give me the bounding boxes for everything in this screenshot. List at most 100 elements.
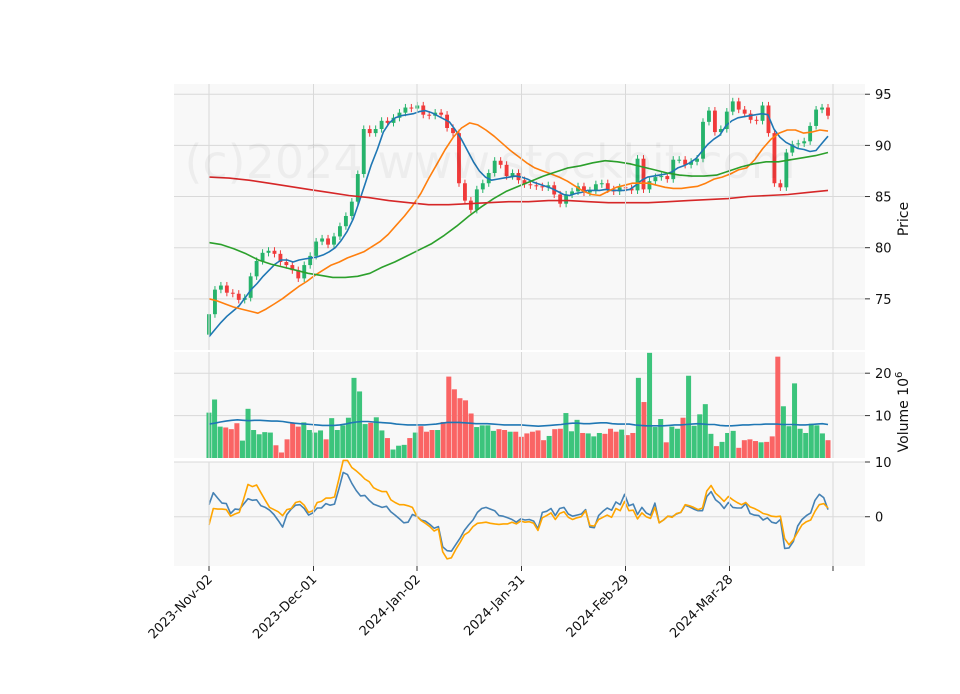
volume-bar — [574, 419, 580, 458]
candle-body — [385, 120, 390, 123]
oscillator-y-tick-label: 0 — [875, 511, 883, 526]
x-tick-label: 2024-Mar-28 — [667, 572, 736, 641]
candle-body — [724, 111, 729, 130]
volume-bar — [468, 413, 474, 458]
volume-bar — [663, 442, 669, 458]
candle-body — [820, 107, 824, 110]
volume-y-tick-label: 20 — [875, 367, 892, 382]
volume-bar — [641, 402, 647, 458]
candle-body — [367, 129, 372, 134]
candle-body — [790, 144, 795, 153]
volume-bar — [474, 427, 480, 458]
price-y-tick-label: 85 — [875, 191, 892, 206]
volume-axis-exponent: 6 — [894, 372, 905, 378]
volume-bar — [262, 432, 268, 458]
volume-bar — [485, 425, 491, 458]
volume-bar — [228, 429, 234, 458]
candle-body — [564, 194, 569, 204]
candle-body — [332, 236, 336, 245]
volume-bar — [446, 376, 452, 458]
candle-body — [296, 270, 301, 279]
volume-y-tick-label: 10 — [875, 410, 892, 425]
volume-bar — [329, 418, 335, 458]
volume-bar — [290, 422, 296, 458]
candle-body — [284, 262, 289, 266]
volume-bar — [697, 414, 703, 458]
volume-bar — [624, 435, 630, 458]
volume-panel: 10 20 — [174, 352, 892, 458]
volume-bar — [362, 424, 368, 458]
candle-body — [349, 201, 354, 216]
price-plot-area — [174, 84, 865, 350]
x-tick-label: 2024-Feb-29 — [564, 572, 633, 641]
candle-body — [593, 184, 598, 191]
x-tick-label: 2024-Jan-31 — [461, 572, 528, 639]
volume-bar — [390, 449, 396, 458]
watermark-text: (c)2024 www.stockbit.com — [184, 135, 795, 189]
candle-body — [653, 177, 658, 182]
candle-body — [492, 160, 497, 174]
candle-body — [677, 159, 682, 161]
volume-bar — [412, 432, 418, 458]
candle-body — [510, 173, 515, 177]
candle-body — [457, 133, 461, 184]
candle-body — [629, 188, 634, 191]
candle-body — [647, 181, 652, 190]
candle-body — [540, 186, 545, 188]
candle-body — [635, 158, 640, 191]
volume-bar — [702, 404, 708, 458]
volume-bar — [764, 441, 770, 458]
volume-bar — [245, 408, 251, 458]
candle-body — [617, 187, 622, 192]
volume-bar — [585, 433, 591, 458]
candle-body — [766, 105, 771, 134]
volume-bar — [368, 422, 374, 458]
candle-body — [736, 101, 741, 110]
candle-body — [290, 265, 295, 271]
candle-body — [748, 113, 753, 120]
volume-bar — [490, 430, 496, 458]
volume-bar — [568, 431, 574, 458]
oscillator-y-tick-label: 10 — [875, 456, 892, 471]
volume-bar — [797, 428, 803, 458]
volume-bar — [741, 440, 747, 458]
oscillator-line-blue — [208, 471, 829, 553]
candle-body — [326, 238, 330, 245]
volume-bar — [635, 377, 641, 458]
candle-body — [355, 174, 360, 202]
oscillator-line-orange — [208, 459, 829, 560]
candle-body — [754, 119, 759, 121]
volume-bar — [541, 440, 547, 458]
volume-bar — [580, 432, 586, 458]
volume-bar — [719, 441, 725, 458]
candle-body — [468, 200, 473, 210]
volume-bar — [429, 430, 435, 458]
volume-bar — [725, 432, 731, 458]
volume-bar — [435, 430, 441, 458]
volume-bar — [212, 399, 218, 458]
volume-bar — [373, 417, 379, 458]
candle-body — [742, 109, 747, 114]
candle-body — [421, 105, 426, 115]
volume-bar — [334, 430, 340, 458]
candle-body — [308, 255, 313, 266]
price-y-tick-label: 80 — [875, 242, 892, 257]
candle-body — [409, 107, 414, 109]
volume-bar — [345, 417, 351, 458]
volume-bar — [596, 432, 602, 458]
candle-body — [558, 194, 563, 204]
volume-bar — [713, 446, 719, 458]
volume-bar — [752, 441, 759, 458]
volume-bar — [736, 447, 742, 458]
volume-bar — [273, 445, 279, 458]
volume-bar — [775, 356, 781, 458]
volume-bar — [680, 417, 686, 458]
volume-bar — [630, 432, 636, 458]
ma-mid-line — [208, 122, 829, 315]
volume-bar — [591, 436, 597, 458]
volume-bar — [529, 431, 535, 458]
volume-bar — [423, 431, 429, 458]
volume-bar — [507, 431, 513, 458]
candle-body — [373, 129, 378, 134]
